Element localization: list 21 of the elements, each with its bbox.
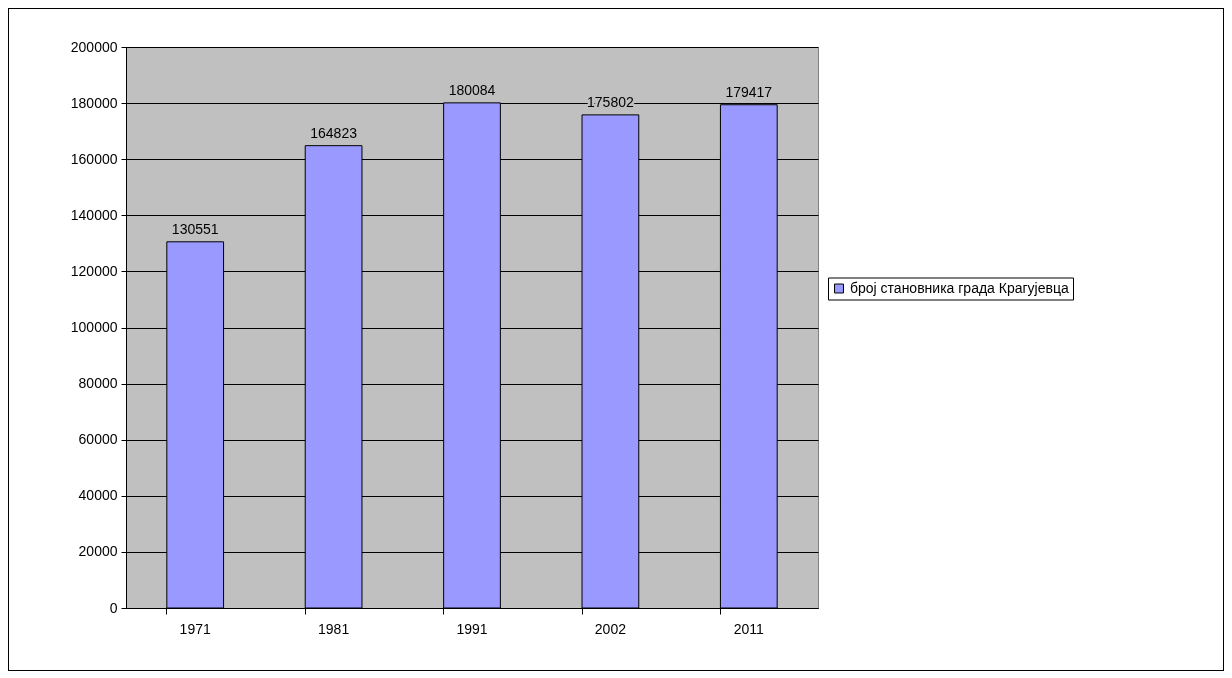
x-tick-label: 1991 <box>456 620 488 637</box>
x-tick-label: 2011 <box>733 620 765 637</box>
data-label: 130551 <box>171 220 219 237</box>
y-tick-label: 140000 <box>70 206 118 223</box>
x-tick-label: 2002 <box>594 620 627 637</box>
y-tick-label: 40000 <box>78 487 118 504</box>
y-tick-label: 180000 <box>70 94 118 111</box>
y-tick-label: 120000 <box>70 262 118 279</box>
y-tick-label: 0 <box>109 599 118 616</box>
legend-label: број становника града Крагујевца <box>850 279 1069 296</box>
y-tick-label: 200000 <box>70 38 118 55</box>
y-tick-label: 160000 <box>70 150 118 167</box>
data-label: 179417 <box>725 83 773 100</box>
y-tick-label: 20000 <box>78 543 118 560</box>
y-tick-label: 60000 <box>78 431 118 448</box>
x-tick-label: 1971 <box>179 620 211 637</box>
y-tick-label: 100000 <box>70 319 118 335</box>
y-tick-label: 80000 <box>78 375 118 392</box>
data-label: 164823 <box>310 124 358 141</box>
x-tick-label: 1981 <box>318 620 350 637</box>
data-label: 180084 <box>448 81 496 98</box>
